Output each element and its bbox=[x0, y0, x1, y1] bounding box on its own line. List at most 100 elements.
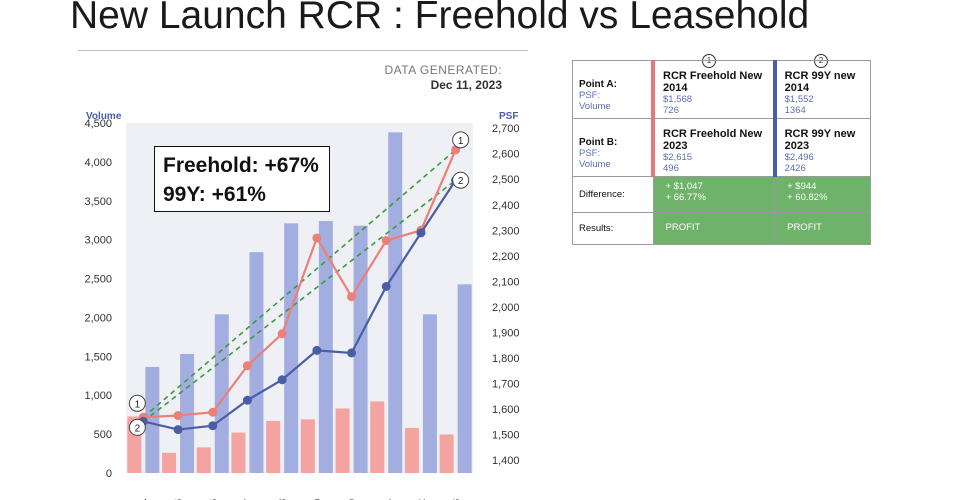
difference-freehold-abs: + $1,047 bbox=[665, 181, 703, 192]
point-marker bbox=[452, 171, 470, 189]
bar bbox=[422, 314, 437, 473]
point-marker-label: 1 bbox=[458, 136, 464, 147]
point-marker bbox=[128, 418, 146, 436]
bar bbox=[353, 225, 368, 473]
table-row-results: Results: PROFIT PROFIT bbox=[572, 212, 871, 245]
bar bbox=[388, 132, 403, 474]
difference-label: Difference: bbox=[572, 176, 654, 213]
point-b-99y-psf: $2,496 bbox=[784, 152, 814, 163]
right-tick-label: 2,500 bbox=[492, 174, 520, 186]
point-b-psf-label: PSF: bbox=[579, 148, 601, 159]
left-tick-label: 500 bbox=[94, 429, 112, 441]
price-point bbox=[277, 375, 287, 385]
bar bbox=[162, 452, 177, 473]
point-a-freehold-title: RCR Freehold New 2014 bbox=[663, 70, 763, 94]
bar bbox=[439, 434, 454, 473]
bar bbox=[284, 223, 299, 473]
left-tick-label: 4,000 bbox=[84, 157, 112, 169]
difference-99y-pct: + 60.82% bbox=[787, 192, 828, 203]
left-tick-label: 1,500 bbox=[84, 351, 112, 363]
bar bbox=[404, 427, 419, 473]
right-axis-title: PSF bbox=[499, 111, 518, 122]
bar bbox=[249, 252, 264, 473]
results-label: Results: bbox=[572, 212, 654, 245]
price-point bbox=[208, 421, 218, 431]
point-a-freehold-psf: $1,568 bbox=[663, 94, 693, 105]
point-b-freehold-title: RCR Freehold New 2023 bbox=[663, 128, 763, 152]
difference-freehold: + $1,047 + 66.77% bbox=[652, 176, 776, 213]
price-point bbox=[242, 395, 252, 405]
point-a-freehold-volume: 726 bbox=[663, 105, 679, 116]
price-point bbox=[208, 407, 218, 417]
point-a-volume-label: Volume bbox=[579, 101, 611, 112]
point-a-freehold: RCR Freehold New 2014 $1,568 726 bbox=[651, 60, 776, 119]
right-tick-label: 2,400 bbox=[492, 200, 520, 212]
right-tick-label: 2,300 bbox=[492, 225, 520, 237]
right-tick-label: 1,900 bbox=[492, 327, 520, 339]
point-marker-label: 1 bbox=[135, 399, 141, 410]
point-marker-label: 2 bbox=[458, 176, 464, 187]
difference-freehold-pct: + 66.77% bbox=[665, 192, 706, 203]
point-marker bbox=[128, 394, 146, 412]
left-tick-label: 2,000 bbox=[84, 312, 112, 324]
price-point bbox=[277, 329, 287, 339]
callout-freehold: Freehold: +67% bbox=[163, 154, 319, 177]
price-point bbox=[173, 425, 183, 435]
trend-line bbox=[142, 149, 457, 418]
point-b-99y-volume: 2426 bbox=[784, 163, 806, 174]
bar bbox=[318, 221, 333, 473]
point-a-label: Point A: bbox=[579, 79, 617, 90]
price-point bbox=[242, 361, 252, 371]
bar bbox=[335, 408, 350, 473]
trend-line bbox=[142, 179, 457, 423]
difference-99y: + $944 + 60.82% bbox=[774, 176, 871, 213]
table-row-difference: Difference: + $1,047 + 66.77% + $944 + 6… bbox=[572, 176, 871, 213]
point-b-freehold-volume: 496 bbox=[663, 163, 679, 174]
table-row-point-a: Point A: PSF: Volume RCR Freehold New 20… bbox=[572, 60, 871, 119]
bar bbox=[145, 366, 160, 473]
price-point bbox=[312, 345, 322, 355]
point-b-99y-title: RCR 99Y new 2023 bbox=[784, 128, 856, 152]
price-point bbox=[381, 282, 391, 292]
point-b-volume-label: Volume bbox=[579, 159, 611, 170]
left-tick-label: 1,000 bbox=[84, 390, 112, 402]
left-tick-label: 0 bbox=[106, 468, 112, 480]
x-tick-label: 014 bbox=[138, 498, 150, 500]
left-tick-label: 3,500 bbox=[84, 196, 112, 208]
right-tick-label: 1,500 bbox=[492, 430, 520, 442]
price-point bbox=[347, 348, 357, 358]
point-a-99y-title: RCR 99Y new 2014 bbox=[784, 70, 856, 94]
price-point bbox=[173, 411, 183, 421]
bar bbox=[370, 401, 385, 473]
bar bbox=[214, 314, 229, 473]
right-tick-label: 2,600 bbox=[492, 149, 520, 161]
right-tick-label: 2,200 bbox=[492, 251, 520, 263]
right-tick-label: 1,700 bbox=[492, 379, 520, 391]
price-line bbox=[143, 149, 457, 419]
data-generated-date: Dec 11, 2023 bbox=[430, 78, 502, 92]
right-tick-label: 1,800 bbox=[492, 353, 520, 365]
growth-callout: Freehold: +67% 99Y: +61% bbox=[154, 146, 330, 212]
right-tick-label: 1,600 bbox=[492, 404, 520, 416]
right-tick-label: 1,400 bbox=[492, 455, 520, 467]
left-tick-label: 3,000 bbox=[84, 235, 112, 247]
price-point bbox=[312, 233, 322, 243]
bar bbox=[300, 419, 315, 473]
point-marker bbox=[452, 131, 470, 149]
result-freehold: PROFIT bbox=[652, 212, 776, 245]
point-b-label: Point B: bbox=[579, 137, 618, 148]
bar bbox=[196, 447, 211, 473]
comparison-table: Point A: PSF: Volume RCR Freehold New 20… bbox=[572, 60, 871, 245]
left-tick-label: 4,500 bbox=[84, 118, 112, 130]
left-tick-label: 2,500 bbox=[84, 274, 112, 286]
bar bbox=[180, 354, 195, 473]
right-tick-label: 2,100 bbox=[492, 276, 520, 288]
point-marker-label: 2 bbox=[135, 423, 141, 434]
price-point bbox=[347, 292, 357, 302]
bar bbox=[457, 284, 472, 473]
title-divider bbox=[78, 50, 528, 51]
point-a-99y-volume: 1364 bbox=[784, 105, 806, 116]
slide-title: New Launch RCR : Freehold vs Leasehold bbox=[70, 0, 810, 37]
right-tick-label: 2,000 bbox=[492, 302, 520, 314]
point-a-99y-psf: $1,552 bbox=[784, 94, 814, 105]
